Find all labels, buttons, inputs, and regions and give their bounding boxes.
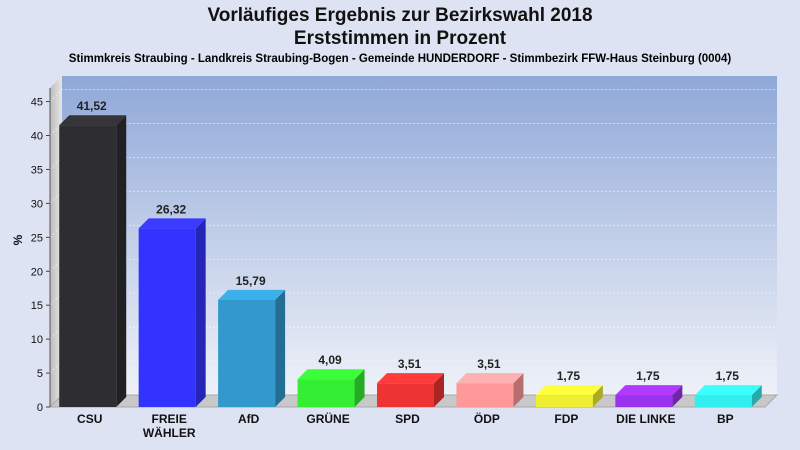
bar-csu: 41,52 <box>59 99 127 408</box>
x-tick-label: ÖDP <box>474 411 500 426</box>
y-tick-label: 5 <box>37 368 43 380</box>
x-tick-label: BP <box>717 412 734 426</box>
bar-fdp: 1,75 <box>535 369 603 407</box>
y-tick-label: 15 <box>31 300 43 312</box>
bar-front <box>456 383 514 407</box>
bar-front <box>694 395 752 407</box>
bar-value-label: 41,52 <box>77 99 107 113</box>
bar-front <box>297 379 355 407</box>
bar-ödp: 3,51 <box>456 357 524 407</box>
y-tick-label: 20 <box>31 266 43 278</box>
bar-side <box>275 289 286 407</box>
bar-value-label: 15,79 <box>236 274 266 288</box>
bar-side <box>672 385 683 407</box>
bar-side <box>195 218 206 407</box>
bar-front <box>218 299 276 407</box>
bars: 41,52 26,32 15,79 4,09 3,51 3,51 1,75 1,75 1,75 <box>59 99 762 408</box>
bar-top <box>377 373 444 384</box>
x-tick-label: FREIE <box>151 412 186 426</box>
bar-value-label: 1,75 <box>636 369 660 383</box>
bar-top <box>297 369 365 380</box>
district-subtitle: Stimmkreis Straubing - Landkreis Straubi… <box>68 53 732 65</box>
bar-value-label: 3,51 <box>477 357 501 371</box>
y-tick-label: 0 <box>37 402 43 414</box>
y-tick-label: 30 <box>31 198 43 210</box>
bar-side <box>751 385 762 407</box>
y-tick-label: 40 <box>31 131 43 143</box>
bar-front <box>535 395 593 407</box>
chart-subtitle: Erststimmen in Prozent <box>293 28 507 49</box>
bar-value-label: 3,51 <box>398 357 422 371</box>
y-tick-label: 10 <box>31 334 43 346</box>
bar-side <box>354 369 365 407</box>
bar-top <box>138 218 206 229</box>
bar-side <box>116 115 127 408</box>
bar-top <box>456 373 524 384</box>
y-tick-label: 45 <box>31 97 43 109</box>
x-tick-label: FDP <box>554 412 578 426</box>
bar-top <box>218 289 286 300</box>
y-tick-label: 35 <box>31 164 43 176</box>
y-tick-label: 25 <box>31 232 43 244</box>
bar-front <box>615 395 673 407</box>
x-tick-label: WÄHLER <box>143 425 196 440</box>
bar-side <box>513 373 524 407</box>
grid-line <box>49 89 777 102</box>
bar-bp: 1,75 <box>694 369 762 407</box>
bar-value-label: 4,09 <box>318 353 342 367</box>
bar-freie-wähler: 26,32 <box>138 202 206 407</box>
x-tick-label: CSU <box>77 412 102 426</box>
bar-side <box>434 373 444 407</box>
plot-side-wall <box>50 76 62 407</box>
bar-spd: 3,51 <box>377 357 444 407</box>
x-tick-label: DIE LINKE <box>616 412 675 426</box>
bar-top <box>615 385 683 396</box>
bar-top <box>694 385 762 396</box>
bar-top <box>59 115 127 126</box>
bar-value-label: 1,75 <box>557 369 581 383</box>
chart-title: Vorläufiges Ergebnis zur Bezirkswahl 201… <box>207 5 593 26</box>
x-tick-label: AfD <box>238 412 260 426</box>
bar-grüne: 4,09 <box>297 353 365 407</box>
x-tick-label: SPD <box>395 412 420 426</box>
bar-front <box>377 383 434 407</box>
bar-front <box>59 125 117 408</box>
y-axis-label: % <box>11 234 25 245</box>
bar-die-linke: 1,75 <box>615 369 683 407</box>
x-tick-label: GRÜNE <box>306 411 349 426</box>
bar-value-label: 26,32 <box>156 202 186 216</box>
bar-top <box>535 385 603 396</box>
bar-front <box>138 228 196 407</box>
bar-afd: 15,79 <box>218 274 286 407</box>
bar-value-label: 1,75 <box>716 369 740 383</box>
bar-side <box>592 385 603 407</box>
y-axis: 0 5 10 15 20 25 30 35 40 45% <box>11 88 51 414</box>
